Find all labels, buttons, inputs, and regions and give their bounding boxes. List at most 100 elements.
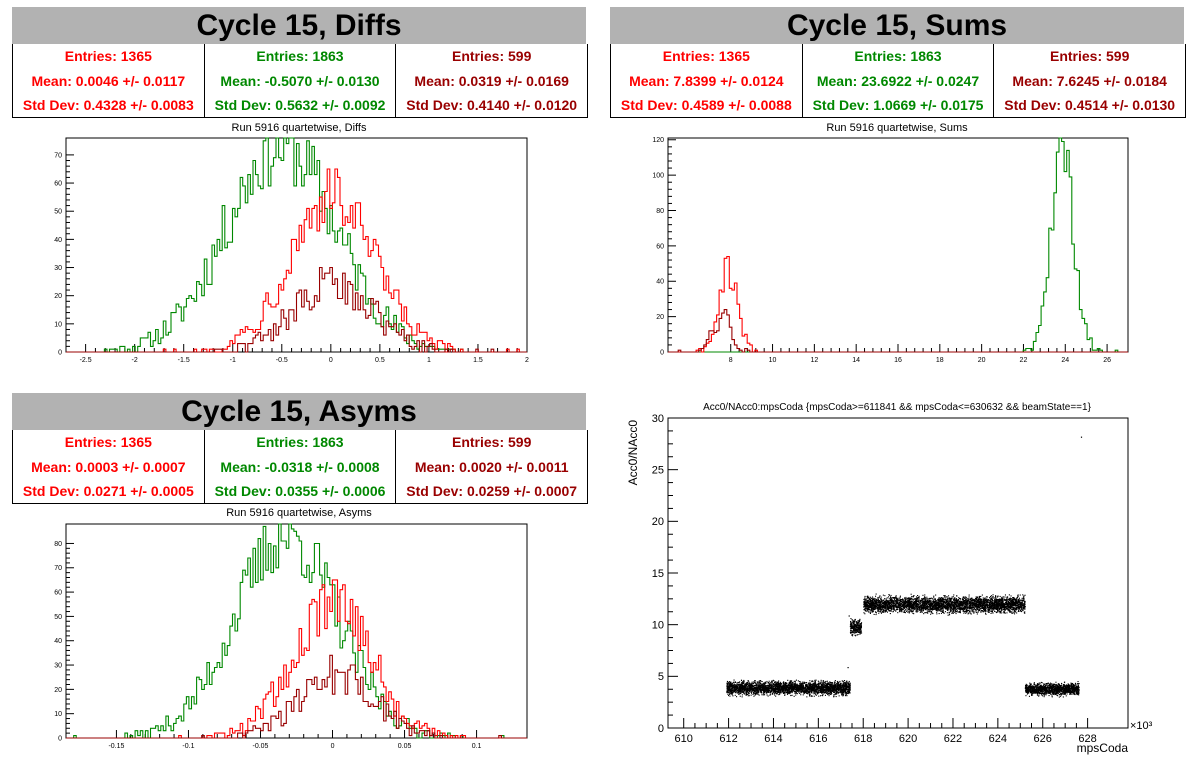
scatter-point	[796, 683, 798, 685]
scatter-point	[871, 610, 873, 612]
scatter-point	[752, 691, 754, 693]
scatter-point	[753, 686, 755, 688]
scatter-point	[860, 629, 862, 631]
scatter-point	[830, 682, 832, 684]
scatter-point	[791, 691, 793, 693]
x-tick-label: 624	[989, 733, 1007, 745]
scatter-point	[811, 683, 813, 685]
scatter-point	[847, 693, 849, 695]
scatter-point	[767, 682, 769, 684]
scatter-point	[938, 609, 940, 611]
scatter-point	[815, 694, 817, 696]
scatter-point	[762, 687, 764, 689]
scatter-point	[1024, 594, 1026, 596]
scatter-point	[994, 605, 996, 607]
scatter-point	[775, 683, 777, 685]
scatter-point	[763, 686, 765, 688]
scatter-point	[766, 688, 768, 690]
scatter-point	[792, 684, 794, 686]
scatter-point	[767, 687, 769, 689]
scatter-point	[833, 694, 835, 696]
scatter-point	[805, 685, 807, 687]
scatter-point	[882, 594, 884, 596]
scatter-point	[789, 687, 791, 689]
scatter-point	[757, 693, 759, 695]
scatter-point	[860, 626, 862, 628]
scatter-point	[851, 623, 853, 625]
stat-std: Std Dev: 0.0259 +/- 0.0007	[406, 483, 578, 499]
x-tick-label: 18	[936, 357, 944, 364]
scatter-point	[841, 694, 843, 696]
y-tick-label: 20	[652, 516, 664, 528]
scatter-point	[852, 625, 854, 627]
scatter-point	[745, 683, 747, 685]
scatter-point	[793, 688, 795, 690]
scatter-point	[809, 695, 811, 697]
scatter-point	[852, 627, 854, 629]
y-tick-label: 20	[54, 687, 62, 694]
scatter-point	[816, 689, 818, 691]
scatter-point	[846, 689, 848, 691]
scatter-point	[863, 602, 865, 604]
scatter-point	[818, 688, 820, 690]
y-tick-label: 0	[58, 349, 62, 356]
scatter-point	[796, 684, 798, 686]
scatter-point	[726, 691, 728, 693]
scatter-point	[890, 609, 892, 611]
scatter-point	[781, 684, 783, 686]
scatter-point	[794, 687, 796, 689]
scatter-point	[745, 692, 747, 694]
scatter-point	[772, 691, 774, 693]
scatter-point	[845, 688, 847, 690]
scatter-point	[786, 685, 788, 687]
scatter-point	[751, 691, 753, 693]
scatter-point	[748, 682, 750, 684]
scatter-point	[741, 690, 743, 692]
scatter-point	[758, 683, 760, 685]
scatter-point	[886, 610, 888, 612]
scatter-point	[733, 682, 735, 684]
scatter-point	[830, 685, 832, 687]
scatter-point	[1012, 601, 1014, 603]
scatter-point	[767, 695, 769, 697]
scatter-point	[768, 680, 770, 682]
scatter-point	[790, 681, 792, 683]
scatter-point	[971, 604, 973, 606]
scatter-point	[827, 694, 829, 696]
scatter-point	[743, 680, 745, 682]
scatter-point	[826, 693, 828, 695]
scatter-point	[782, 690, 784, 692]
scatter-point	[934, 598, 936, 600]
scatter-point	[1023, 602, 1025, 604]
scatter-point	[836, 681, 838, 683]
scatter-point	[726, 680, 728, 682]
scatter-point	[974, 611, 976, 613]
scatter-point	[959, 600, 961, 602]
scatter-point	[842, 688, 844, 690]
scatter-point	[796, 693, 798, 695]
scatter-point	[729, 687, 731, 689]
scatter-point	[744, 685, 746, 687]
x-tick-label: -1	[230, 357, 236, 364]
scatter-point	[847, 688, 849, 690]
scatter-point	[834, 687, 836, 689]
scatter-point	[728, 683, 730, 685]
scatter-point	[757, 681, 759, 683]
scatter-point	[764, 686, 766, 688]
scatter-point	[998, 598, 1000, 600]
scatter-point	[768, 685, 770, 687]
scatter-point	[783, 687, 785, 689]
scatter-point	[795, 689, 797, 691]
scatter-point	[730, 690, 732, 692]
scatter-point	[801, 683, 803, 685]
scatter-point	[787, 679, 789, 681]
scatter-point	[769, 690, 771, 692]
scatter-point	[779, 691, 781, 693]
x-tick-label: 628	[1078, 733, 1096, 745]
scatter-point	[850, 629, 852, 631]
scatter-point	[731, 687, 733, 689]
scatter-point	[746, 686, 748, 688]
scatter-point	[833, 692, 835, 694]
scatter-point	[854, 625, 856, 627]
